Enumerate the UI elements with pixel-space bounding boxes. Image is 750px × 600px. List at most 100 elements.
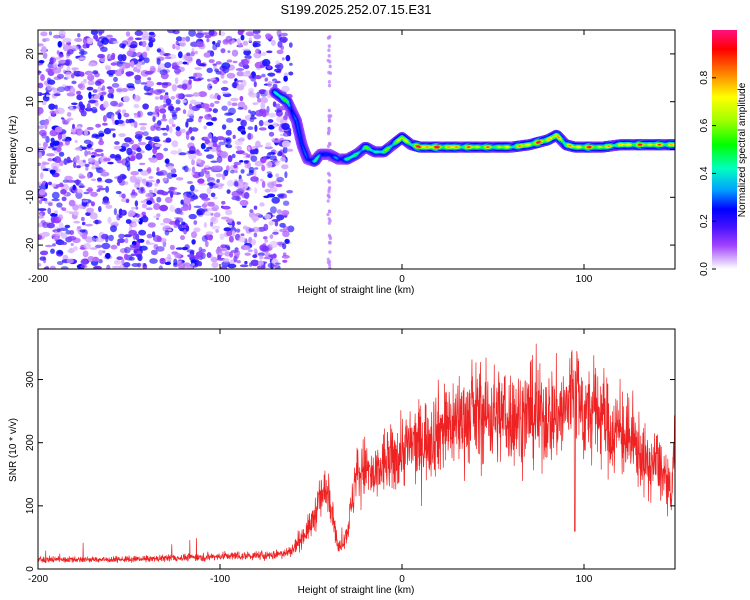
noise-speck <box>108 73 114 77</box>
noise-speck <box>56 86 66 93</box>
noise-speck <box>96 165 101 169</box>
noise-speck <box>230 97 239 102</box>
noise-speck <box>222 93 232 98</box>
snr-x-label: Height of straight line (km) <box>298 585 415 596</box>
noise-speck <box>147 111 154 116</box>
noise-speck <box>215 173 223 178</box>
noise-speck <box>182 61 188 65</box>
noise-speck <box>133 103 140 109</box>
noise-speck <box>190 136 195 141</box>
noise-speck <box>38 162 41 166</box>
noise-speck <box>208 59 215 64</box>
noise-speck <box>206 187 212 195</box>
noise-speck <box>156 167 160 172</box>
noise-speck <box>70 243 74 246</box>
noise-speck <box>248 92 258 98</box>
noise-speck <box>153 203 161 210</box>
noise-speck <box>260 264 266 269</box>
noise-speck <box>38 82 44 89</box>
noise-speck <box>204 164 210 169</box>
noise-speck <box>159 50 165 56</box>
noise-speck <box>126 50 134 57</box>
noise-speck <box>243 104 248 111</box>
noise-speck <box>327 108 331 113</box>
noise-speck <box>284 238 290 244</box>
noise-speck <box>288 42 293 48</box>
noise-speck <box>250 77 256 82</box>
noise-speck <box>136 254 141 258</box>
x-tick-label: -100 <box>210 274 230 285</box>
noise-speck <box>128 229 138 236</box>
noise-speck <box>130 60 135 68</box>
noise-speck <box>206 67 213 74</box>
noise-speck <box>38 208 47 212</box>
noise-speck <box>156 178 161 184</box>
noise-speck <box>250 155 258 162</box>
noise-speck <box>103 157 111 162</box>
noise-speck <box>233 164 238 169</box>
noise-speck <box>133 121 138 129</box>
noise-speck <box>82 159 86 163</box>
noise-speck <box>86 207 94 214</box>
noise-speck <box>140 187 144 194</box>
noise-speck <box>69 105 73 109</box>
noise-speck <box>84 128 88 136</box>
noise-speck <box>83 191 90 195</box>
noise-speck <box>329 114 333 118</box>
noise-speck <box>175 45 181 51</box>
noise-speck <box>46 153 55 157</box>
noise-speck <box>45 68 53 73</box>
noise-speck <box>191 166 196 173</box>
noise-speck <box>287 225 295 233</box>
noise-speck <box>229 251 234 258</box>
noise-speck <box>76 188 84 194</box>
noise-speck <box>97 30 105 34</box>
noise-speck <box>141 40 147 48</box>
noise-speck <box>328 64 332 69</box>
noise-speck <box>121 175 127 179</box>
noise-speck <box>264 257 273 260</box>
noise-speck <box>114 155 122 162</box>
noise-speck <box>328 260 332 264</box>
noise-speck <box>223 227 232 232</box>
noise-speck <box>189 184 195 192</box>
noise-speck <box>62 37 72 43</box>
noise-speck <box>107 161 114 165</box>
noise-speck <box>121 258 125 266</box>
noise-speck <box>226 189 231 194</box>
noise-speck <box>100 171 110 177</box>
noise-speck <box>158 265 164 269</box>
noise-speck <box>276 49 284 55</box>
noise-speck <box>166 172 174 179</box>
noise-speck <box>124 238 129 244</box>
noise-speck <box>282 252 287 256</box>
noise-speck <box>38 129 47 136</box>
noise-speck <box>56 50 60 55</box>
noise-speck <box>105 204 113 209</box>
noise-speck <box>191 239 196 245</box>
noise-speck <box>94 148 104 153</box>
noise-speck <box>281 210 290 216</box>
noise-speck <box>252 102 259 105</box>
noise-speck <box>268 220 274 226</box>
noise-speck <box>67 49 74 55</box>
noise-speck <box>262 236 268 240</box>
noise-speck <box>89 247 98 250</box>
noise-speck <box>137 111 141 118</box>
noise-speck <box>140 263 144 266</box>
noise-speck <box>328 35 332 39</box>
colorbar: 0.0 0.2 0.4 0.6 0.8 Normalized spectral ampl… <box>699 30 748 276</box>
noise-speck <box>188 152 197 160</box>
noise-speck <box>216 136 225 141</box>
noise-speck <box>221 216 230 220</box>
noise-speck <box>198 116 204 119</box>
noise-speck <box>275 103 281 110</box>
noise-speck <box>253 232 258 238</box>
noise-speck <box>38 215 45 219</box>
noise-speck <box>105 66 112 71</box>
noise-speck <box>275 262 281 265</box>
noise-speck <box>60 189 67 195</box>
noise-speck <box>201 203 208 208</box>
noise-speck <box>117 54 124 62</box>
noise-speck <box>249 149 257 155</box>
